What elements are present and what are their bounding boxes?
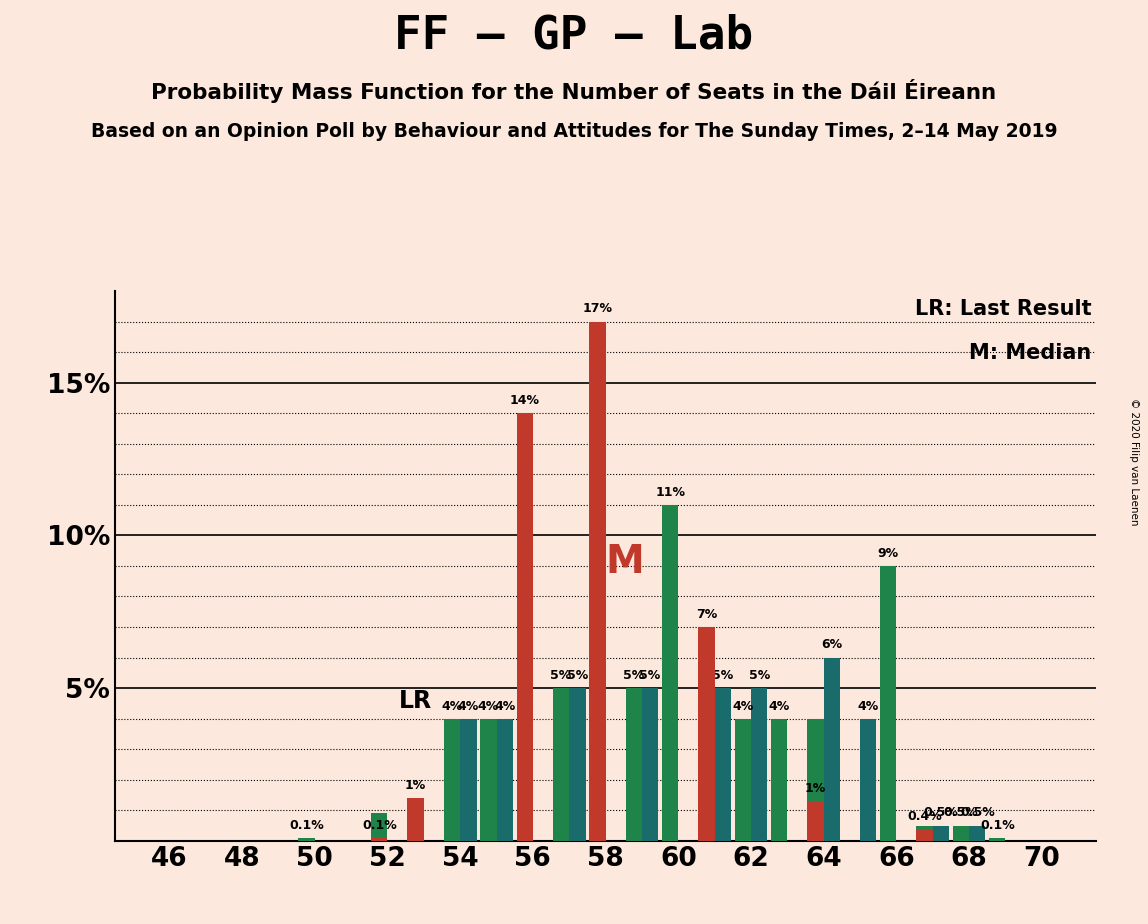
Bar bbox=[444, 719, 460, 841]
Text: 4%: 4% bbox=[458, 699, 479, 712]
Text: 0.1%: 0.1% bbox=[980, 819, 1015, 832]
Text: 0.5%: 0.5% bbox=[960, 807, 994, 820]
Bar bbox=[517, 413, 533, 841]
Bar bbox=[371, 813, 387, 841]
Bar bbox=[953, 825, 969, 841]
Text: 1%: 1% bbox=[805, 782, 827, 795]
Text: 4%: 4% bbox=[768, 699, 790, 712]
Text: 4%: 4% bbox=[732, 699, 753, 712]
Text: 17%: 17% bbox=[582, 302, 612, 315]
Text: 0.4%: 0.4% bbox=[907, 809, 943, 822]
Text: M: Median: M: Median bbox=[969, 344, 1092, 363]
Bar bbox=[569, 688, 585, 841]
Bar bbox=[916, 829, 933, 841]
Bar bbox=[626, 688, 642, 841]
Bar bbox=[480, 719, 496, 841]
Bar bbox=[642, 688, 658, 841]
Bar bbox=[932, 825, 949, 841]
Text: 5%: 5% bbox=[623, 669, 644, 682]
Bar bbox=[553, 688, 569, 841]
Text: LR: LR bbox=[400, 688, 432, 712]
Bar bbox=[735, 719, 751, 841]
Text: 5%: 5% bbox=[567, 669, 588, 682]
Bar bbox=[408, 798, 424, 841]
Bar bbox=[771, 719, 788, 841]
Text: 5%: 5% bbox=[748, 669, 770, 682]
Bar bbox=[698, 688, 714, 841]
Text: 9%: 9% bbox=[878, 547, 899, 560]
Text: 5%: 5% bbox=[712, 669, 734, 682]
Bar bbox=[881, 565, 897, 841]
Bar bbox=[751, 688, 767, 841]
Text: 1%: 1% bbox=[405, 779, 426, 792]
Text: 7%: 7% bbox=[696, 608, 718, 621]
Bar bbox=[517, 597, 533, 841]
Bar bbox=[698, 627, 714, 841]
Bar bbox=[969, 825, 985, 841]
Text: Based on an Opinion Poll by Behaviour and Attitudes for The Sunday Times, 2–14 M: Based on an Opinion Poll by Behaviour an… bbox=[91, 122, 1057, 141]
Bar bbox=[714, 688, 731, 841]
Text: 4%: 4% bbox=[441, 699, 463, 712]
Bar bbox=[807, 719, 824, 841]
Bar bbox=[371, 838, 387, 841]
Text: 11%: 11% bbox=[656, 486, 685, 499]
Text: 4%: 4% bbox=[858, 699, 879, 712]
Text: 4%: 4% bbox=[494, 699, 515, 712]
Text: 6%: 6% bbox=[821, 638, 843, 651]
Text: 0.1%: 0.1% bbox=[362, 819, 397, 832]
Text: Probability Mass Function for the Number of Seats in the Dáil Éireann: Probability Mass Function for the Number… bbox=[152, 79, 996, 103]
Text: 0.5%: 0.5% bbox=[923, 807, 959, 820]
Text: LR: Last Result: LR: Last Result bbox=[915, 299, 1092, 320]
Bar bbox=[589, 322, 605, 841]
Bar bbox=[460, 719, 476, 841]
Bar bbox=[408, 825, 424, 841]
Text: 5%: 5% bbox=[639, 669, 661, 682]
Bar bbox=[496, 719, 513, 841]
Text: 5%: 5% bbox=[550, 669, 572, 682]
Bar bbox=[990, 838, 1006, 841]
Bar bbox=[916, 825, 933, 841]
Text: M: M bbox=[605, 543, 644, 581]
Bar bbox=[662, 505, 678, 841]
Text: 14%: 14% bbox=[510, 395, 540, 407]
Bar bbox=[298, 838, 315, 841]
Text: 0.1%: 0.1% bbox=[289, 819, 324, 832]
Text: © 2020 Filip van Laenen: © 2020 Filip van Laenen bbox=[1128, 398, 1139, 526]
Bar bbox=[807, 801, 824, 841]
Text: FF – GP – Lab: FF – GP – Lab bbox=[395, 14, 753, 59]
Bar bbox=[860, 719, 876, 841]
Text: 0.5%: 0.5% bbox=[944, 807, 978, 820]
Bar bbox=[823, 658, 840, 841]
Text: 4%: 4% bbox=[478, 699, 499, 712]
